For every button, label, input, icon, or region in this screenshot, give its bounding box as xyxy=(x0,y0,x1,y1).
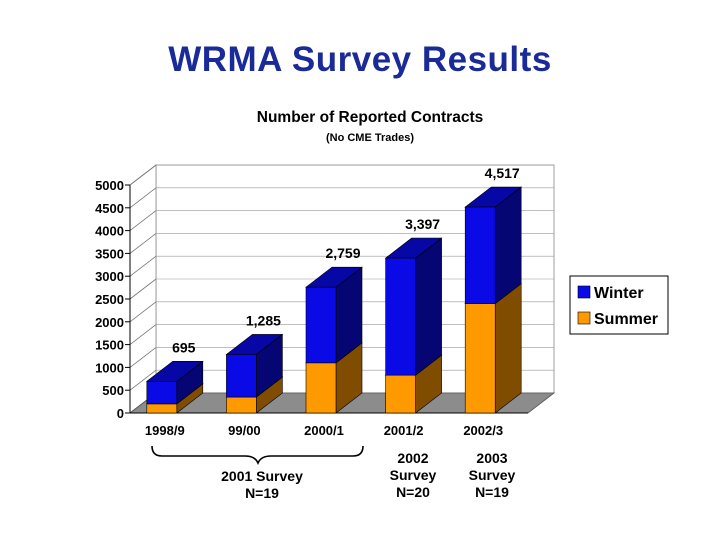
y-tick-label: 1500 xyxy=(95,338,124,353)
gridline-side xyxy=(129,278,157,300)
x-tick-label: 2002/3 xyxy=(463,423,503,438)
bar-winter xyxy=(146,381,178,405)
survey-annotations: 2001 SurveyN=192002SurveyN=202003SurveyN… xyxy=(151,445,516,501)
bar-winter xyxy=(464,206,496,304)
y-tick-label: 4000 xyxy=(95,224,124,239)
slide-title: WRMA Survey Results xyxy=(168,40,552,79)
survey-brace xyxy=(151,445,364,466)
bar-winter xyxy=(226,354,257,398)
bar-summer xyxy=(146,403,178,414)
data-label: 695 xyxy=(172,339,196,355)
survey-annotation: N=20 xyxy=(396,484,430,500)
legend: Winter Summer xyxy=(569,275,669,335)
gridline-side xyxy=(129,187,157,209)
x-tick-label: 2001/2 xyxy=(384,423,424,438)
survey-annotation: Survey xyxy=(390,467,437,483)
y-tick-label: 1000 xyxy=(95,360,124,375)
y-tick-label: 2000 xyxy=(95,315,124,330)
data-label: 2,759 xyxy=(325,245,360,261)
survey-annotation: 2001 Survey xyxy=(221,468,303,484)
gridline-side xyxy=(129,301,157,323)
gridline-side xyxy=(129,369,157,391)
gridline-side xyxy=(129,347,157,368)
gridline-side xyxy=(129,233,157,254)
legend-box xyxy=(569,275,669,335)
survey-annotation: N=19 xyxy=(245,485,279,501)
bar-summer xyxy=(385,374,416,414)
y-tick-label: 3500 xyxy=(95,246,124,261)
bar-summer-side xyxy=(494,282,522,414)
data-label: 4,517 xyxy=(485,165,520,181)
y-tick-label: 2500 xyxy=(95,292,124,307)
survey-annotation: 2003 xyxy=(476,450,507,466)
y-tick-label: 4500 xyxy=(95,201,124,216)
chart-subtitle: (No CME Trades) xyxy=(326,132,414,144)
plot-area: 0 500 1000 1500 2000 2500 3000 3500 4000 4500 5000… xyxy=(95,164,556,438)
bar-summer xyxy=(464,303,496,414)
bar-winter-side xyxy=(415,237,442,376)
y-tick-label: 500 xyxy=(102,383,124,398)
legend-label: Winter xyxy=(594,285,644,302)
bar-summer xyxy=(305,362,337,414)
gridline-side xyxy=(129,210,157,231)
legend-swatch xyxy=(577,285,591,299)
gridline-side xyxy=(129,164,157,186)
survey-annotation: 2002 xyxy=(397,450,428,466)
legend-label: Summer xyxy=(594,311,658,328)
legend-swatch xyxy=(577,311,591,325)
survey-annotation: N=19 xyxy=(475,484,509,500)
x-tick-label: 1998/9 xyxy=(145,423,185,438)
x-tick-label: 2000/1 xyxy=(304,423,344,438)
chart-title: Number of Reported Contracts xyxy=(257,109,484,126)
survey-annotation: Survey xyxy=(469,467,516,483)
data-label: 3,397 xyxy=(405,216,440,232)
bar-winter xyxy=(305,286,337,364)
gridline-side xyxy=(129,255,157,277)
y-tick-label: 5000 xyxy=(95,178,124,193)
bar-winter-side xyxy=(494,186,522,305)
bar-winter xyxy=(385,257,416,376)
x-tick-label: 99/00 xyxy=(228,423,261,438)
y-tick-label: 0 xyxy=(117,406,124,421)
y-tick-label: 3000 xyxy=(95,269,124,284)
data-label: 1,285 xyxy=(246,312,281,328)
bar-summer xyxy=(226,396,257,414)
gridline-side xyxy=(129,324,157,345)
